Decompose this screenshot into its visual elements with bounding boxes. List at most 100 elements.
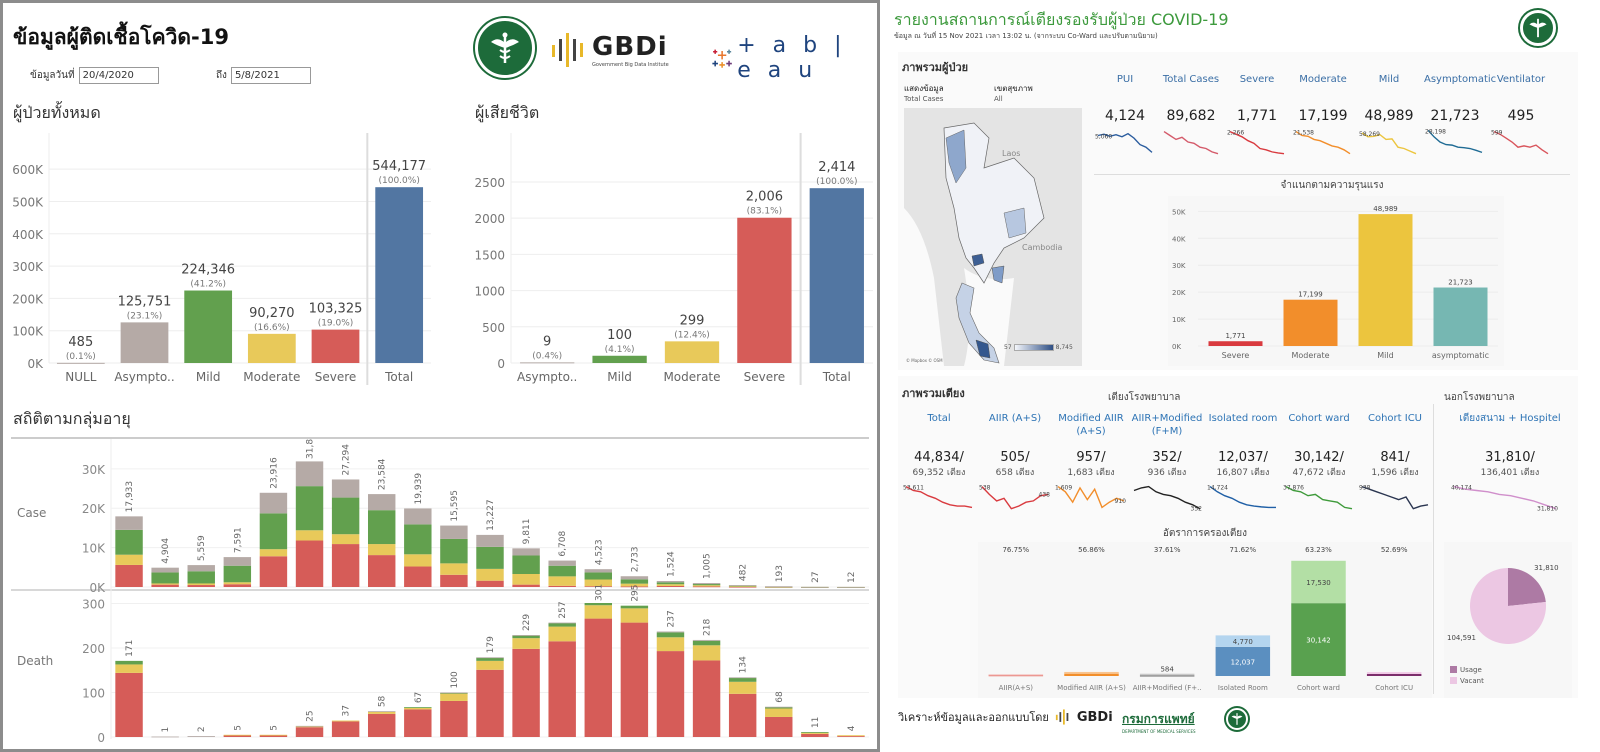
bar-total-label: 134: [739, 656, 749, 673]
row-label-death: Death: [17, 654, 53, 668]
stacked-segment-severe: [404, 709, 432, 737]
x-tick-label: AIIR+Modified (F+..: [1133, 684, 1202, 692]
sparkline-start-label: 21,538: [1293, 130, 1314, 137]
map-label-laos: Laos: [1002, 149, 1020, 158]
stacked-segment-mild: [512, 555, 540, 574]
bar-mild: [592, 355, 647, 363]
display-filter-label: แสดงข้อมูล: [904, 84, 944, 93]
stacked-segment-severe: [115, 564, 143, 587]
date-to-label: ถึง: [216, 70, 227, 81]
occupancy-used-segment: [1064, 673, 1119, 676]
stacked-segment-moderate: [259, 734, 288, 736]
page-title: ข้อมูลผู้ติดเชื้อโควิด-19: [13, 25, 229, 49]
bed-kpi-modified-aiir-a-s-: Modified AIIR (A+S) 957/1,683 เตียง 1,609 9…: [1054, 412, 1128, 517]
stacked-segment-asymptomatic: [620, 576, 649, 580]
stacked-segment-asymptomatic: [295, 461, 324, 487]
age-group-title: สถิติตามกลุ่มอายุ: [13, 409, 131, 428]
kpi-value: 48,989: [1364, 108, 1414, 124]
stacked-segment-asymptomatic: [404, 508, 432, 525]
sparkline: 938: [1359, 485, 1429, 510]
bed-used-value: 44,834/: [914, 450, 964, 465]
sparkline: [1163, 131, 1219, 155]
bar-value-label: 103,325: [309, 302, 363, 317]
bar-value-label: 48,989: [1373, 205, 1398, 213]
footer-text: วิเคราะห์ข้อมูลและออกแบบโดย: [898, 711, 1049, 724]
sparkline-end-label: 352: [1191, 506, 1203, 513]
bar-total: [375, 187, 424, 363]
stacked-segment-severe: [259, 735, 288, 737]
date-to-input[interactable]: [230, 67, 311, 84]
sparkline: 352: [1133, 485, 1203, 513]
sparkline: 5,060: [1095, 132, 1153, 153]
stacked-segment-severe: [187, 585, 215, 587]
map-label-cambodia: Cambodia: [1022, 243, 1063, 252]
sparkline-trend: [1427, 129, 1483, 154]
bed-label: Cohort ICU: [1367, 413, 1423, 424]
bed-capacity: 936 เตียง: [1147, 468, 1187, 478]
stacked-segment-asymptomatic: [548, 622, 576, 624]
x-tick-label: Mild: [196, 370, 221, 384]
sparkline-trend: [1361, 485, 1429, 510]
x-tick-label: Asympto..: [114, 370, 174, 384]
occupancy-stacked-chart: 76.75% AIIR(A+S) 56.86% Modified AIIR (A+S)…: [978, 542, 1432, 698]
y-tick-label: 0: [497, 357, 505, 371]
sparkline-start-label: 14,724: [1207, 485, 1228, 492]
x-tick-label: Cohort ICU: [1375, 684, 1413, 692]
bed-label: Modified AIIR (A+S): [1058, 413, 1124, 437]
sparkline: 37,876: [1283, 485, 1353, 510]
y-tick-label: 20K: [1172, 289, 1186, 297]
sparkline-start-label: 53,611: [903, 485, 924, 492]
stacked-segment-mild: [656, 582, 685, 585]
bar-pct-label: (83.1%): [747, 207, 783, 217]
occupancy-vacant-segment: [1064, 671, 1119, 674]
severity-chart-title: จำแนกตามความรุนแรง: [1280, 180, 1384, 191]
thailand-map[interactable]: Laos Cambodia © Mapbox © OSM 57 8,745: [904, 108, 1082, 366]
gbdi-logo: GBDi Government Big Data Institute: [550, 31, 669, 69]
y-tick-label: 2500: [474, 176, 505, 190]
stacked-segment-moderate: [512, 638, 540, 649]
stacked-segment-severe: [476, 669, 504, 737]
bar-total-label: 68: [775, 691, 785, 703]
sparkline: 538 438: [979, 485, 1050, 510]
stacked-segment-asymptomatic: [584, 569, 613, 573]
kpi-label: Mild: [1378, 74, 1400, 85]
stacked-segment-asymptomatic: [656, 580, 685, 583]
bar-total-label: 295: [630, 584, 640, 601]
date-from-input[interactable]: [78, 67, 159, 84]
stacked-segment-asymptomatic: [837, 586, 865, 588]
kpi-ventilator: Ventilator 495 599: [1490, 74, 1552, 162]
y-tick-label: 500: [482, 321, 505, 335]
bar-pct-label: (23.1%): [127, 311, 163, 321]
bar-total-label: 58: [378, 695, 388, 707]
region-filter-value[interactable]: All: [994, 95, 1003, 103]
stacked-segment-mild: [476, 546, 504, 569]
bar-pct-label: (0.4%): [532, 351, 562, 361]
y-tick-label: 300K: [12, 260, 44, 274]
display-filter-value[interactable]: Total Cases: [904, 95, 944, 103]
stacked-segment-mild: [440, 692, 468, 694]
stacked-segment-mild: [765, 707, 793, 709]
bar-total-label: 23,916: [269, 457, 279, 489]
kpi-row: PUI 4,124 5,060 Total Cases 89,682 Severe 1,77…: [1094, 74, 1574, 174]
stacked-segment-mild: [187, 571, 215, 584]
bar-total-label: 23,584: [378, 458, 388, 490]
display-filter[interactable]: แสดงข้อมูล Total Cases: [904, 82, 944, 103]
stacked-segment-asymptomatic: [367, 494, 396, 511]
region-filter[interactable]: เขตสุขภาพ All: [994, 82, 1033, 103]
choropleth-map[interactable]: Laos Cambodia © Mapbox © OSM: [904, 108, 1082, 366]
bar-total-label: 2,733: [630, 546, 640, 572]
bed-label: เตียงสนาม + Hospitel: [1459, 413, 1561, 424]
kpi-value: 495: [1507, 108, 1535, 124]
stacked-segment-severe: [367, 713, 396, 737]
x-tick-label: Severe: [315, 370, 357, 384]
footer-credit: วิเคราะห์ข้อมูลและออกแบบโดย GBDi: [898, 708, 1113, 726]
stacked-segment-moderate: [331, 534, 360, 545]
bar-value-label: 2,006: [746, 190, 783, 205]
x-tick-label: Cohort ward: [1297, 684, 1340, 692]
bed-used-value: 505/: [1000, 450, 1030, 465]
kpi-value: 4,124: [1104, 108, 1146, 124]
legend-gradient: [1013, 344, 1054, 351]
bar-total-label: 31,885: [306, 439, 316, 459]
stacked-segment-moderate: [187, 583, 215, 586]
x-tick-label: AIIR(A+S): [999, 684, 1034, 692]
